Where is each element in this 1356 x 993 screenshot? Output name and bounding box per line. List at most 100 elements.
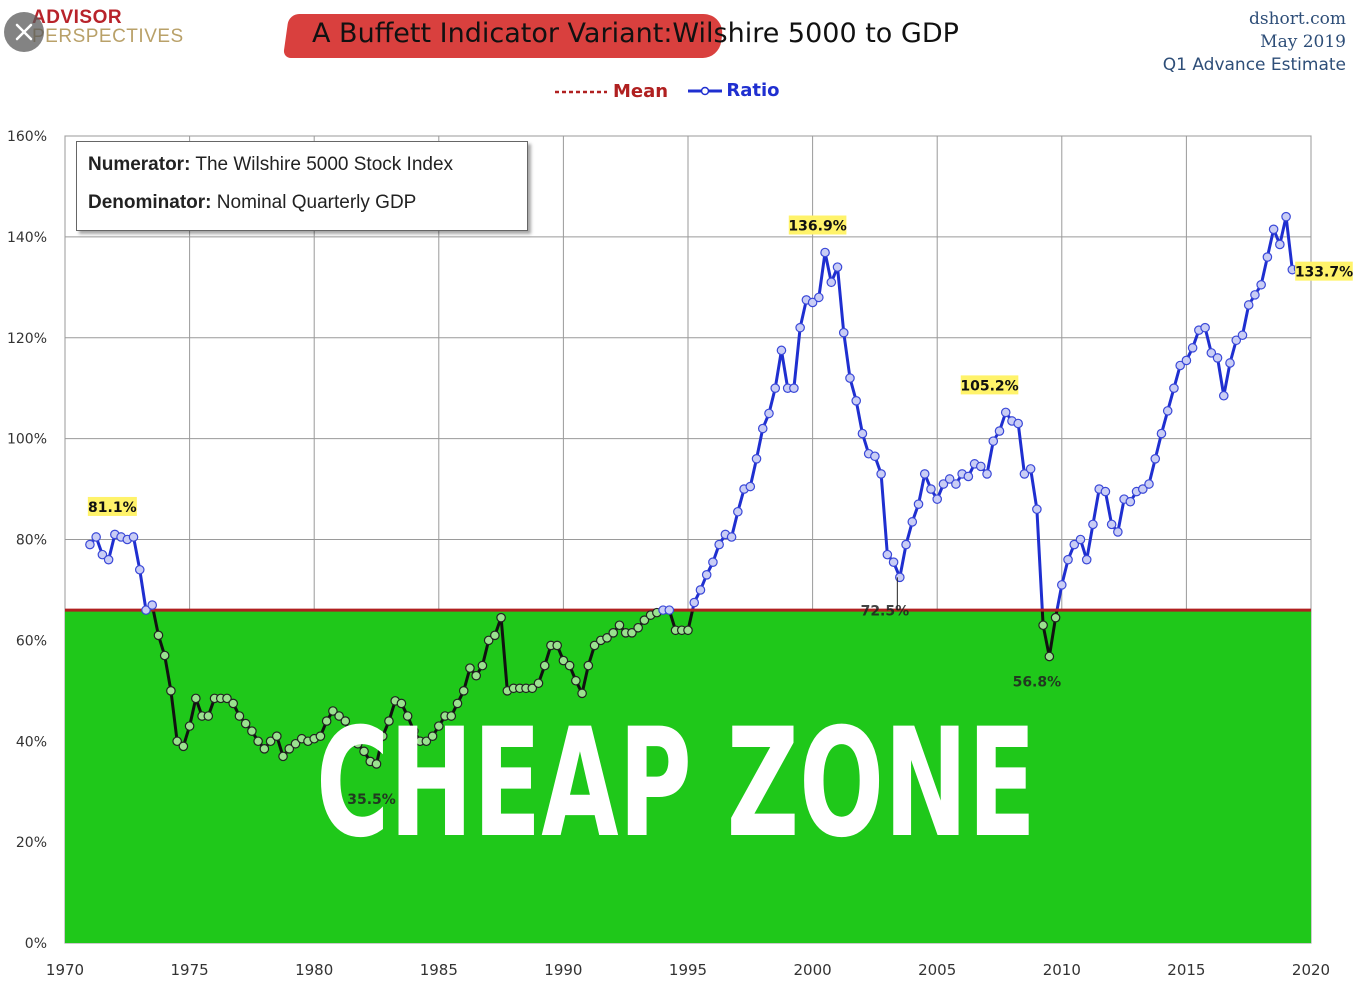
ratio-point — [814, 292, 824, 303]
ratio-line-segment — [879, 472, 889, 557]
ratio-point-cheap — [490, 630, 500, 641]
ratio-line-segment — [1216, 356, 1226, 398]
x-tick-label: 1990 — [544, 961, 582, 979]
ratio-line-segment — [779, 348, 790, 390]
chart-title-part1: A Buffett Indicator Variant: — [312, 18, 673, 49]
data-label: 133.7% — [1295, 265, 1353, 281]
data-label-group: 133.7% — [1295, 261, 1353, 281]
denominator-text: Nominal Quarterly GDP — [216, 192, 417, 213]
numerator-label: Numerator: — [88, 154, 191, 175]
y-tick-label: 160% — [7, 129, 47, 145]
ratio-point — [689, 597, 700, 608]
ratio-point — [857, 428, 868, 439]
ratio-point — [976, 461, 986, 472]
ratio-point — [944, 474, 955, 484]
ratio-point-cheap — [627, 628, 637, 638]
ratio-point — [1063, 554, 1073, 565]
ratio-point-cheap — [377, 731, 388, 742]
cheap-zone-label: CHEAP ZONE — [316, 697, 1036, 871]
data-label: 56.8% — [1013, 675, 1062, 691]
ratio-point-cheap — [539, 660, 550, 671]
y-tick-label: 20% — [16, 835, 47, 851]
ratio-point — [770, 383, 781, 393]
ratio-line-segment-cheap — [1047, 616, 1058, 659]
ratio-point-cheap — [402, 711, 413, 721]
ratio-point — [141, 605, 151, 615]
chart-title-part2: Wilshire 5000 to GDP — [672, 18, 959, 49]
ratio-point-cheap — [471, 670, 481, 681]
ratio-point — [757, 423, 768, 434]
ratio-point — [988, 436, 999, 446]
ratio-point — [1025, 464, 1036, 474]
close-button[interactable] — [4, 12, 44, 52]
numerator-text: The Wilshire 5000 Stock Index — [195, 154, 454, 175]
ratio-point-cheap — [552, 640, 562, 651]
ratio-point-cheap — [222, 693, 232, 704]
ratio-point — [1106, 519, 1117, 530]
ratio-point — [994, 426, 1005, 436]
data-label: 81.1% — [88, 500, 137, 516]
data-label-group: 105.2% — [960, 375, 1019, 395]
ratio-point-cheap — [247, 726, 257, 736]
ratio-point-cheap — [166, 686, 176, 696]
ratio-point-cheap — [371, 759, 382, 769]
ratio-point-cheap — [191, 693, 201, 704]
ratio-point — [1069, 539, 1080, 550]
ratio-point — [85, 539, 95, 550]
ratio-point-cheap — [608, 628, 619, 638]
ratio-point — [1206, 348, 1217, 358]
source-date: May 2019 — [1260, 31, 1346, 52]
ratio-point — [764, 408, 774, 419]
ratio-point-cheap — [1050, 612, 1061, 623]
y-tick-label: 100% — [7, 432, 47, 448]
ratio-point-cheap — [259, 744, 270, 754]
ratio-point — [919, 469, 930, 479]
ratio-point — [1057, 580, 1067, 590]
chart-legend: Mean Ratio — [555, 80, 794, 102]
ratio-point — [832, 262, 843, 272]
ratio-point-cheap — [353, 738, 363, 749]
ratio-point — [1231, 335, 1242, 346]
ratio-point — [1212, 353, 1223, 363]
ratio-point — [1113, 527, 1123, 537]
ratio-point-cheap — [228, 698, 239, 709]
ratio-point-cheap — [384, 716, 394, 726]
ratio-point-cheap — [483, 635, 494, 646]
ratio-line-segment — [138, 568, 148, 612]
ratio-point-cheap — [159, 650, 170, 661]
ratio-point — [807, 297, 818, 308]
legend-ratio-swatch — [688, 86, 723, 95]
ratio-line-segment-cheap — [169, 689, 179, 743]
ratio-point — [695, 585, 706, 595]
ratio-line-segment — [132, 535, 142, 572]
ratio-point-cheap — [272, 731, 282, 742]
legend-ratio-label: Ratio — [726, 80, 780, 101]
data-label: 72.5% — [861, 603, 910, 619]
ratio-point — [733, 506, 743, 517]
x-tick-label: 1980 — [295, 961, 333, 979]
ratio-line-segment — [898, 543, 908, 579]
ratio-point — [1144, 479, 1154, 489]
ratio-line-segment — [854, 399, 864, 436]
ratio-point-cheap — [614, 620, 625, 631]
ratio-point-cheap — [321, 716, 332, 726]
cheap-zone — [65, 610, 1311, 943]
ratio-line-segment — [823, 251, 833, 284]
ratio-point — [845, 373, 855, 383]
ratio-point — [1088, 519, 1098, 530]
ratio-point — [1156, 428, 1167, 439]
ratio-point-cheap — [564, 660, 575, 671]
ratio-point — [1237, 330, 1248, 341]
ratio-point-cheap — [1044, 651, 1055, 662]
ratio-point — [745, 481, 756, 492]
ratio-point — [664, 605, 675, 615]
source-block: dshort.com May 2019 Q1 Advance Estimate — [1163, 8, 1346, 77]
data-label-highlight — [788, 215, 847, 235]
ratio-point — [701, 570, 712, 580]
ratio-line-segment — [1222, 361, 1232, 398]
ratio-point — [876, 469, 886, 479]
ratio-point — [888, 557, 899, 567]
ratio-point-cheap — [465, 663, 475, 673]
ratio-line-segment — [792, 326, 802, 390]
ratio-point — [789, 383, 799, 393]
